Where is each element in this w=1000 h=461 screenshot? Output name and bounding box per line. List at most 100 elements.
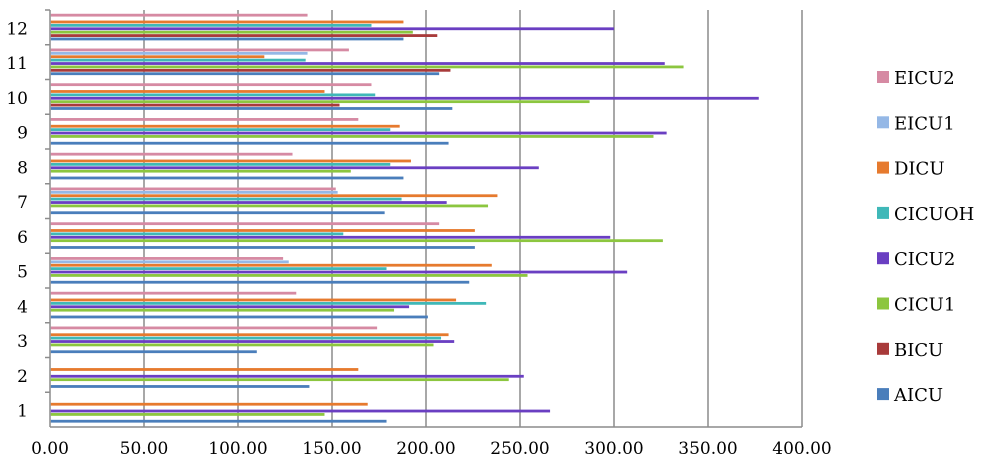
bar-cicu2-9 [50,131,667,135]
bar-aicu-4 [50,315,428,319]
bar-cicuoh-7 [50,197,402,201]
bar-aicu-7 [50,211,385,215]
bar-dicu-3 [50,333,449,337]
x-tick-label: 200.00 [396,439,455,459]
bar-cicuoh-3 [50,336,442,340]
bar-cicu1-6 [50,239,663,243]
x-tick-label: 350.00 [678,439,737,459]
bar-eicu2-4 [50,291,297,295]
y-tick-label: 7 [17,193,28,213]
bar-eicu2-6 [50,222,440,226]
legend-label-aicu: AICU [893,385,943,406]
bar-cicu1-3 [50,343,434,347]
bar-dicu-7 [50,194,498,198]
grid-lines [143,10,803,427]
bar-dicu-9 [50,124,400,128]
bar-cicuoh-6 [50,232,344,236]
bar-cicu1-5 [50,274,528,277]
bar-cicu1-9 [50,135,654,138]
x-tick-label: 0.00 [31,439,69,459]
bar-cicu1-4 [50,308,395,312]
bar-dicu-8 [50,159,411,163]
y-tick-label: 4 [17,297,28,317]
y-tick-label: 6 [17,228,28,248]
bar-cicu2-2 [50,374,524,378]
x-tick-label: 300.00 [584,439,643,459]
bar-dicu-12 [50,20,404,24]
legend-swatch-cicu2 [877,252,889,265]
legend-swatch-eicu2 [877,71,889,83]
bar-cicuoh-9 [50,128,391,132]
legend-swatch-dicu [877,161,889,174]
bar-cicuoh-10 [50,93,376,97]
bars [50,13,759,423]
legend-label-cicuoh: CICUOH [894,204,974,225]
legend-label-dicu: DICU [894,159,944,180]
bar-dicu-6 [50,229,475,232]
legend-label-cicu2: CICU2 [894,249,955,270]
bar-cicu2-11 [50,62,665,65]
bar-cicuoh-12 [50,23,372,27]
bar-aicu-12 [50,37,404,41]
bar-cicu2-4 [50,305,410,309]
bar-cicuoh-5 [50,267,387,271]
legend-label-bicu: BICU [894,340,943,361]
bar-cicu2-10 [50,96,759,100]
bar-dicu-11 [50,55,265,59]
y-tick-label: 9 [17,124,28,144]
bar-cicu1-1 [50,413,325,416]
bar-eicu1-11 [50,51,308,55]
legend-swatch-eicu1 [877,116,889,129]
bar-bicu-10 [50,103,340,107]
bar-cicu1-11 [50,65,684,69]
bar-eicu2-7 [50,187,336,191]
legend-swatch-cicuoh [877,206,889,219]
legend-swatch-bicu [877,342,889,355]
y-tick-label: 5 [17,263,28,283]
y-tick-label: 12 [6,19,28,39]
bar-bicu-11 [50,68,451,72]
bar-eicu1-7 [50,190,338,194]
bar-eicu1-5 [50,260,289,264]
bar-cicu2-8 [50,166,539,170]
bar-cicu1-7 [50,204,489,208]
bar-aicu-3 [50,350,257,354]
bar-eicu2-5 [50,257,284,260]
bar-eicu2-10 [50,83,372,87]
bar-cicu1-12 [50,30,413,34]
y-tick-label: 10 [6,89,28,109]
axes: 0.00 50.00 100.00 150.00 200.00 250.00 300.00 3… [6,9,832,459]
bar-cicu1-10 [50,100,590,104]
bar-aicu-5 [50,280,470,284]
x-tick-label: 250.00 [490,439,549,459]
legend-label-cicu1: CICU1 [894,295,955,316]
bar-eicu2-3 [50,326,378,330]
bar-cicu1-2 [50,378,509,382]
x-tick-label: 150.00 [302,439,361,459]
bar-dicu-4 [50,298,457,302]
bar-cicuoh-11 [50,58,306,62]
bar-aicu-11 [50,72,440,76]
bar-cicu2-1 [50,409,551,413]
bar-cicu2-6 [50,235,611,239]
bar-dicu-1 [50,402,368,406]
x-tick-label: 50.00 [120,439,169,459]
bar-eicu2-8 [50,152,293,156]
y-tick-label: 8 [17,158,28,178]
bar-cicu2-5 [50,270,628,274]
bar-cicuoh-8 [50,162,391,166]
bar-aicu-9 [50,141,449,145]
bar-aicu-8 [50,176,404,180]
legend-label-eicu1: EICU1 [894,113,955,134]
bar-dicu-5 [50,263,492,267]
bar-aicu-1 [50,419,387,423]
y-tick-label: 11 [6,54,28,74]
bar-eicu2-11 [50,48,349,52]
legend-swatch-cicu1 [877,297,889,310]
x-tick-label: 100.00 [208,439,267,459]
bar-cicu2-12 [50,27,614,31]
bar-cicu1-8 [50,169,351,173]
legend-label-eicu2: EICU2 [894,68,955,89]
bar-eicu2-12 [50,13,308,17]
